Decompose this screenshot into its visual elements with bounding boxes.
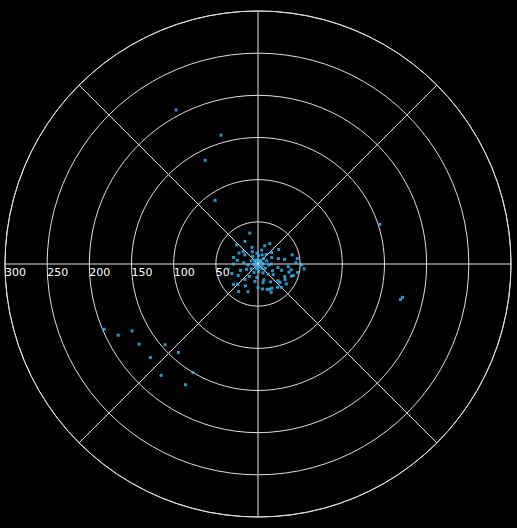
svg-text:100: 100: [174, 266, 195, 279]
svg-text:300: 300: [5, 266, 26, 279]
svg-text:50: 50: [216, 266, 230, 279]
svg-text:150: 150: [132, 266, 153, 279]
svg-text:250: 250: [47, 266, 68, 279]
svg-text:200: 200: [89, 266, 110, 279]
